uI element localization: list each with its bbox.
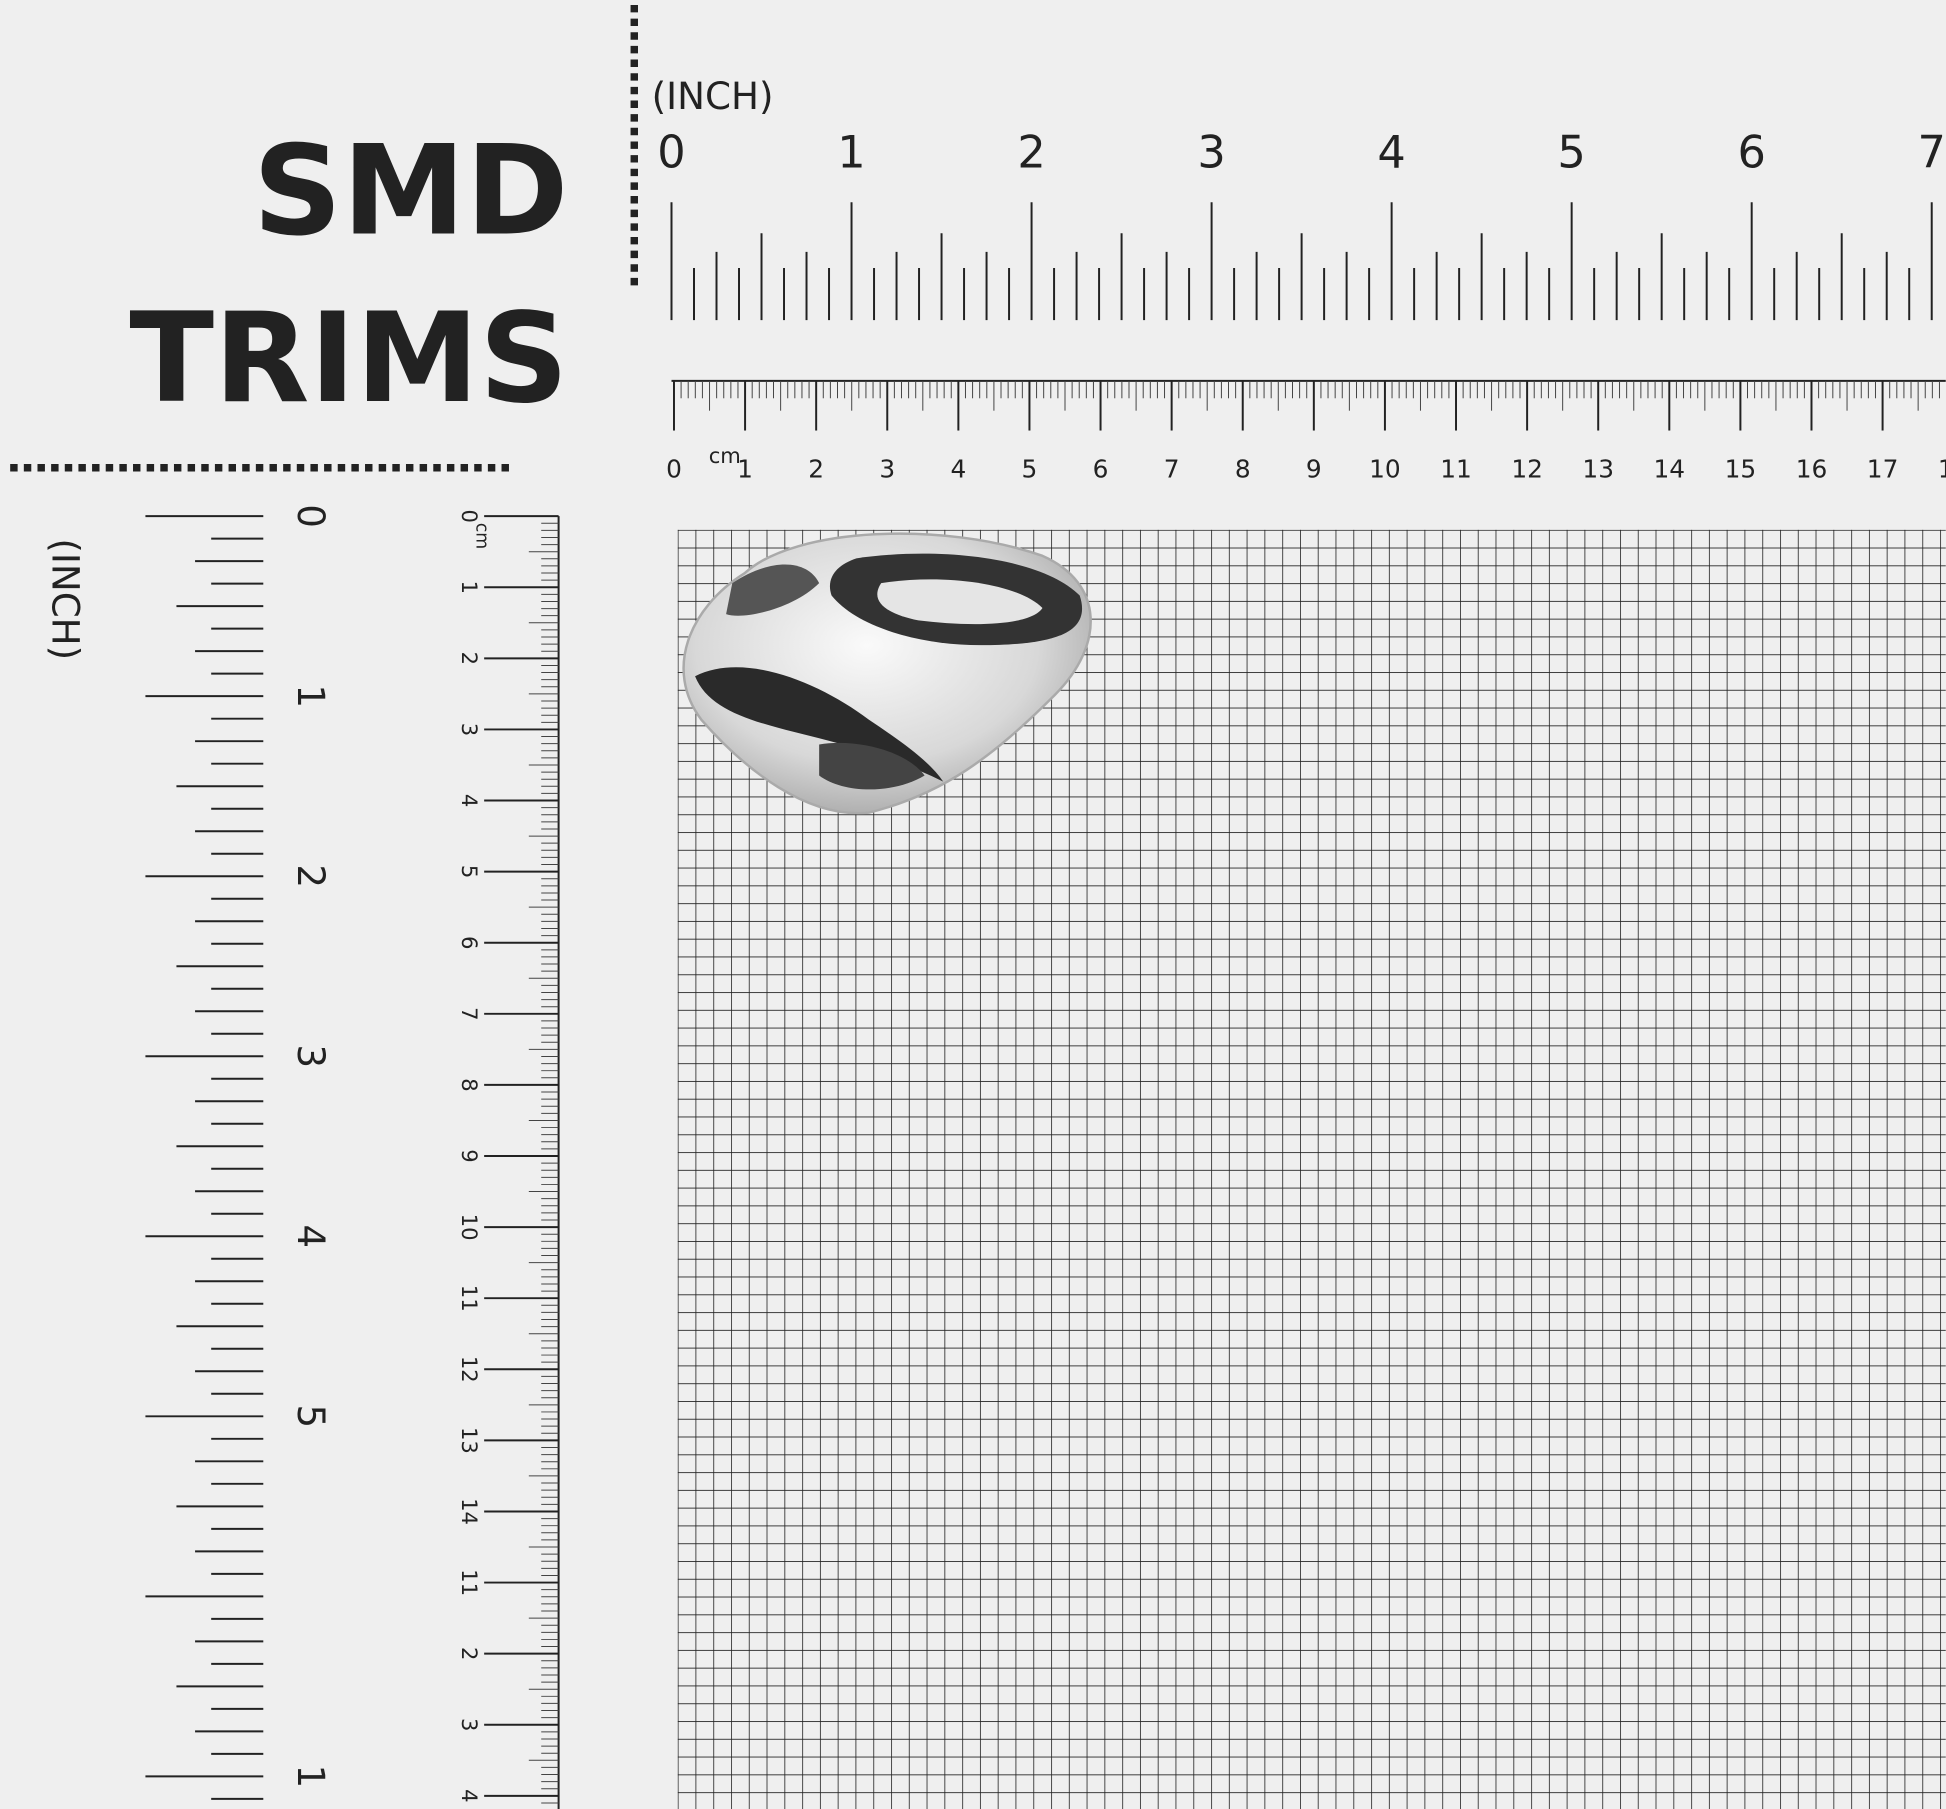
cm-label: 14 — [1654, 455, 1686, 484]
cm-label: 13 — [1582, 455, 1614, 484]
cm-label: 9 — [1306, 455, 1322, 484]
top-unit-label: (INCH) — [652, 74, 774, 118]
cm-label: 1 — [737, 455, 753, 484]
inch-label: 0 — [289, 504, 333, 528]
inch-label: 6 — [1737, 127, 1765, 179]
inch-label: 7 — [1918, 127, 1946, 179]
left-cm-unit: cm — [472, 523, 492, 549]
inch-label: 4 — [1377, 127, 1405, 179]
brand-line2: TRIMS — [129, 287, 568, 431]
cm-label: 8 — [457, 1078, 482, 1091]
top-cm-unit: cm — [709, 443, 741, 468]
cm-label: 16 — [1796, 455, 1828, 484]
cm-label: 18 — [1938, 455, 1946, 484]
cm-label: 3 — [457, 1718, 482, 1731]
cm-label: 4 — [457, 794, 482, 807]
inch-label: 4 — [289, 1224, 333, 1248]
cm-label: 2 — [457, 1647, 482, 1660]
cm-label: 3 — [457, 723, 482, 736]
cm-label: 10 — [1369, 455, 1401, 484]
cm-label: 15 — [1725, 455, 1757, 484]
brand-line1: SMD — [253, 119, 569, 263]
inch-label: 1 — [837, 127, 865, 179]
cm-label: 13 — [457, 1427, 482, 1454]
cm-label: 11 — [1440, 455, 1472, 484]
cm-label: 10 — [457, 1214, 482, 1241]
inch-label: 5 — [1557, 127, 1585, 179]
cm-label: 0 — [457, 509, 482, 522]
inch-label: 1 — [289, 1765, 333, 1789]
inch-label: 0 — [657, 127, 685, 179]
cm-label: 2 — [808, 455, 824, 484]
cm-label: 5 — [1022, 455, 1038, 484]
divider-lines — [10, 4, 638, 472]
cm-label: 9 — [457, 1149, 482, 1162]
cm-label: 6 — [457, 936, 482, 949]
cm-label: 3 — [879, 455, 895, 484]
cm-label: 17 — [1867, 455, 1899, 484]
cm-label: 2 — [457, 652, 482, 665]
inch-label: 5 — [289, 1404, 333, 1428]
cm-label: 4 — [457, 1789, 482, 1802]
cm-label: 7 — [1164, 455, 1180, 484]
inch-label: 1 — [289, 684, 333, 708]
cm-label: 6 — [1093, 455, 1109, 484]
inch-label: 2 — [289, 864, 333, 888]
cm-label: 0 — [666, 455, 682, 484]
product — [682, 532, 1092, 815]
cm-label: 12 — [1511, 455, 1543, 484]
inch-label: 3 — [1197, 127, 1225, 179]
cm-label: 11 — [457, 1285, 482, 1312]
inch-label: 3 — [289, 1044, 333, 1068]
cm-label: 7 — [457, 1007, 482, 1020]
cm-label: 12 — [457, 1356, 482, 1383]
cm-label: 4 — [950, 455, 966, 484]
cm-label: 1 — [457, 581, 482, 594]
inch-label: 2 — [1017, 127, 1045, 179]
left-unit-label: (INCH) — [43, 538, 87, 660]
cm-label: 8 — [1235, 455, 1251, 484]
cm-label: 5 — [457, 865, 482, 878]
cm-label: 11 — [457, 1569, 482, 1596]
cm-label: 14 — [457, 1498, 482, 1525]
